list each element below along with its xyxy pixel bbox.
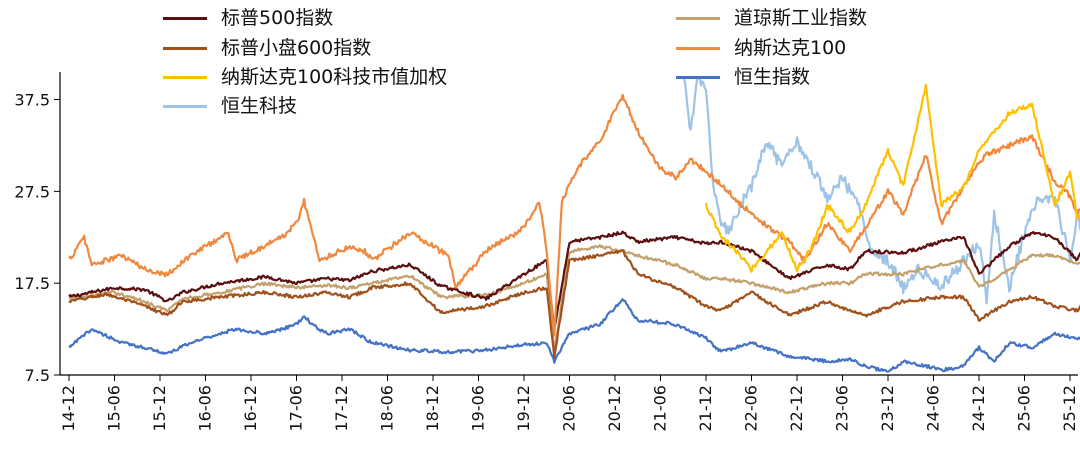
- x-tick-label: 21-06: [651, 385, 670, 432]
- legend-swatch-hsi: [676, 75, 720, 79]
- legend-item-dow: 道琼斯工业指数: [676, 5, 867, 31]
- series-lines: [68, 76, 1080, 373]
- x-ticks: 14-12 15-06 15-12 16-06 16-12 17-06 17-12 18-06…: [59, 375, 1079, 432]
- legend-label-nasdaq100-tech: 纳斯达克100科技市值加权: [221, 66, 448, 88]
- series-line-2: [68, 244, 1080, 353]
- x-tick-label: 16-06: [196, 385, 215, 432]
- x-tick-label: 18-06: [378, 385, 397, 432]
- x-tick-label: 25-12: [1060, 385, 1079, 432]
- x-tick-label: 20-12: [605, 385, 624, 432]
- series-line-3: [68, 93, 1080, 337]
- legend-label-hsi: 恒生指数: [734, 66, 811, 88]
- legend-item-hstech: 恒生科技: [163, 93, 297, 119]
- legend-item-sp600: 标普小盘600指数: [163, 35, 371, 61]
- x-tick-label: 25-06: [1015, 385, 1034, 432]
- x-tick-label: 21-12: [696, 385, 715, 432]
- x-tick-label: 23-06: [833, 385, 852, 432]
- x-tick-label: 14-12: [59, 385, 78, 432]
- x-tick-label: 19-12: [514, 385, 533, 432]
- series-line-6: [682, 76, 1080, 305]
- x-tick-label: 24-12: [969, 385, 988, 432]
- series-line-4: [704, 83, 1080, 274]
- legend-item-nasdaq100: 纳斯达克100: [676, 35, 846, 61]
- legend-item-nasdaq100-tech: 纳斯达克100科技市值加权: [163, 64, 447, 90]
- x-tick-label: 18-12: [423, 385, 442, 432]
- legend-item-sp500: 标普500指数: [163, 5, 333, 31]
- legend-swatch-nasdaq100-tech: [163, 75, 207, 79]
- legend-swatch-dow: [676, 16, 720, 20]
- legend-swatch-hstech: [163, 104, 207, 108]
- legend-label-sp500: 标普500指数: [221, 7, 334, 29]
- x-tick-label: 23-12: [878, 385, 897, 432]
- x-tick-label: 19-06: [469, 385, 488, 432]
- series-line-0: [68, 230, 1080, 330]
- series-line-1: [68, 249, 1080, 359]
- legend-label-hstech: 恒生科技: [221, 95, 298, 117]
- x-tick-label: 24-06: [924, 385, 943, 432]
- x-tick-label: 22-06: [742, 385, 761, 432]
- x-tick-label: 15-06: [105, 385, 124, 432]
- x-tick-label: 22-12: [787, 385, 806, 432]
- series-line-5: [68, 298, 1080, 373]
- y-tick-label: 37.5: [14, 91, 50, 110]
- y-tick-label: 7.5: [25, 366, 50, 385]
- y-ticks: 7.5 17.5 27.5 37.5: [14, 91, 60, 385]
- y-tick-label: 17.5: [14, 274, 50, 293]
- y-tick-label: 27.5: [14, 182, 50, 201]
- legend-item-hsi: 恒生指数: [676, 64, 810, 90]
- legend-swatch-sp500: [163, 16, 207, 20]
- legend-label-dow: 道琼斯工业指数: [734, 7, 868, 29]
- x-tick-label: 15-12: [150, 385, 169, 432]
- x-tick-label: 17-12: [332, 385, 351, 432]
- legend-label-sp600: 标普小盘600指数: [221, 37, 372, 59]
- legend-swatch-sp600: [163, 46, 207, 50]
- x-tick-label: 17-06: [287, 385, 306, 432]
- x-tick-label: 20-06: [560, 385, 579, 432]
- x-tick-label: 16-12: [241, 385, 260, 432]
- legend-label-nasdaq100: 纳斯达克100: [734, 37, 847, 59]
- legend-swatch-nasdaq100: [676, 46, 720, 50]
